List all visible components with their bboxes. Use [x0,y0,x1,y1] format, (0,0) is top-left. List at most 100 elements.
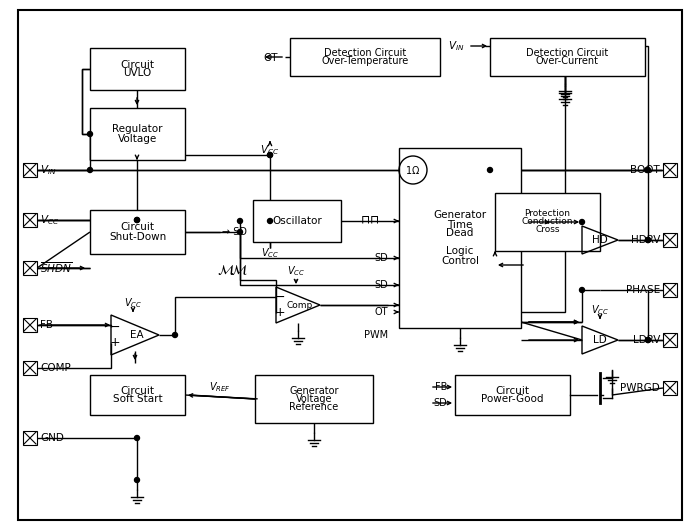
Circle shape [134,218,139,222]
Text: LD: LD [593,335,607,345]
Bar [23,361,37,375]
Text: BOOT: BOOT [630,165,660,175]
Text: Logic: Logic [447,246,474,256]
Circle shape [267,219,272,223]
Text: Circuit: Circuit [496,386,529,395]
Bar [495,193,600,251]
Circle shape [645,237,650,243]
Text: PWRGD: PWRGD [620,383,660,393]
Bar [399,148,521,328]
Circle shape [237,229,242,235]
Text: Protection: Protection [524,210,570,219]
Circle shape [237,219,242,223]
Bar [23,261,37,275]
Text: $1\Omega$: $1\Omega$ [405,164,421,176]
Text: UVLO: UVLO [123,69,152,79]
Text: −: − [110,320,120,334]
Text: $V_{REF}$: $V_{REF}$ [209,380,231,394]
Text: FB: FB [435,382,447,392]
Text: PHASE: PHASE [626,285,660,295]
Text: Generator: Generator [433,211,486,220]
Circle shape [487,168,493,172]
Bar [90,48,185,90]
Text: HD: HD [592,235,608,245]
Text: → SD: → SD [222,227,247,237]
Circle shape [88,168,92,172]
Text: Conduction: Conduction [522,218,573,227]
Circle shape [645,237,650,243]
Bar [663,333,677,347]
Text: Over-Temperature: Over-Temperature [321,56,409,66]
Text: SD: SD [374,280,388,290]
Text: Reference: Reference [289,403,339,412]
Bar [90,210,185,254]
Text: $V_{CC}$: $V_{CC}$ [260,143,279,157]
Text: Dead: Dead [447,229,474,238]
Text: Circuit: Circuit [120,386,155,395]
Text: Time: Time [447,220,473,229]
Circle shape [267,153,272,157]
Text: SD: SD [374,253,388,263]
Bar [663,283,677,297]
Text: Circuit: Circuit [120,60,155,70]
Bar [455,375,570,415]
Text: Generator: Generator [289,386,339,395]
Text: Circuit: Circuit [120,222,155,232]
Bar [663,381,677,395]
Bar [23,318,37,332]
Circle shape [645,168,650,172]
Bar [255,375,373,423]
Text: Voltage: Voltage [295,394,332,404]
Text: −: − [274,290,286,303]
Bar [663,163,677,177]
Text: Over-Current: Over-Current [536,56,599,66]
Text: EA: EA [130,330,143,340]
Text: OT: OT [263,53,278,63]
Circle shape [134,436,139,440]
Circle shape [88,131,92,137]
Bar [490,38,645,76]
Text: Cross: Cross [536,226,560,235]
Text: Oscillator: Oscillator [272,216,322,226]
Text: Power-Good: Power-Good [482,395,544,404]
Text: PWM: PWM [364,330,388,340]
Circle shape [645,337,650,343]
Text: Shut-Down: Shut-Down [109,231,166,242]
Bar [23,163,37,177]
Circle shape [134,478,139,483]
Text: Detection Circuit: Detection Circuit [324,48,406,58]
Text: $V_{CC}$: $V_{CC}$ [124,296,142,310]
Text: $\mathcal{M}\!\mathcal{M}$: $\mathcal{M}\!\mathcal{M}$ [217,263,248,277]
Circle shape [172,332,178,337]
Text: $V_{CC}$: $V_{CC}$ [287,264,305,278]
Circle shape [267,153,272,157]
Text: SD: SD [433,398,447,408]
Circle shape [580,220,584,225]
Text: Regulator: Regulator [112,124,162,135]
Text: FB: FB [40,320,53,330]
Text: $\sqcap\!\sqcap$: $\sqcap\!\sqcap$ [360,214,380,228]
Text: $V_{CC}$: $V_{CC}$ [591,303,609,317]
Text: $V_{IN}$: $V_{IN}$ [40,163,57,177]
Bar [663,233,677,247]
Bar [90,375,185,415]
Text: $\overline{SHDN}$: $\overline{SHDN}$ [40,261,72,276]
Bar [90,108,185,160]
Circle shape [580,287,584,293]
Text: Comp: Comp [287,301,313,310]
Text: +: + [110,337,120,350]
Text: Control: Control [441,255,479,265]
Text: OT: OT [374,307,388,317]
Text: GND: GND [40,433,64,443]
Bar [23,431,37,445]
Text: Voltage: Voltage [118,134,157,144]
Text: $V_{CC}$: $V_{CC}$ [40,213,60,227]
Text: LDRV: LDRV [633,335,660,345]
Bar [23,213,37,227]
Bar [253,200,341,242]
Text: Detection Circuit: Detection Circuit [526,48,608,58]
Text: Soft Start: Soft Start [113,395,162,404]
Text: +: + [274,306,286,320]
Text: $V_{IN}$: $V_{IN}$ [448,39,465,53]
Text: $V_{CC}$: $V_{CC}$ [261,246,279,260]
